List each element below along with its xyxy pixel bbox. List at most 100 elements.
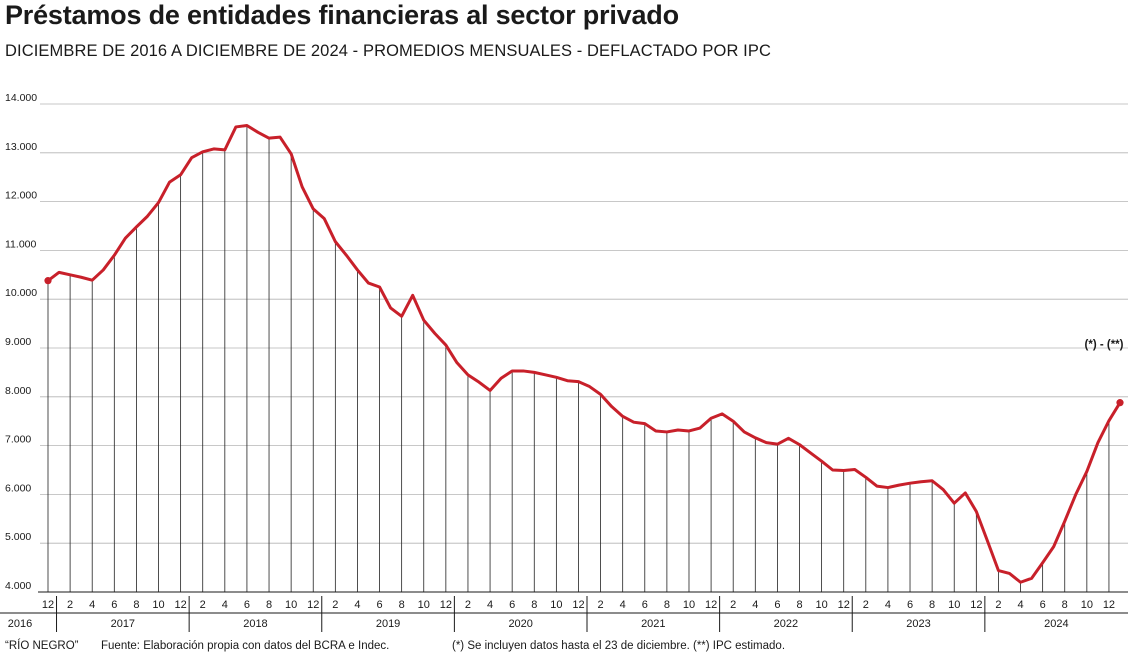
data-point bbox=[58, 271, 60, 273]
data-point bbox=[1086, 470, 1088, 472]
x-tick-label: 6 bbox=[509, 599, 515, 611]
notes-label: (*) Se incluyen datos hasta el 23 de dic… bbox=[452, 640, 786, 652]
data-point bbox=[445, 344, 447, 346]
x-tick-label: 8 bbox=[1062, 599, 1068, 611]
x-tick-label: 12 bbox=[970, 599, 982, 611]
data-point bbox=[522, 370, 524, 372]
data-point bbox=[1052, 545, 1054, 547]
annotation-label: (*) - (**) bbox=[1085, 339, 1124, 351]
data-point bbox=[931, 480, 933, 482]
data-point bbox=[1097, 441, 1099, 443]
x-tick-label: 2 bbox=[863, 599, 869, 611]
data-point bbox=[1030, 577, 1032, 579]
x-tick-label: 4 bbox=[1017, 599, 1023, 611]
data-point bbox=[677, 429, 679, 431]
data-point bbox=[456, 361, 458, 363]
data-point bbox=[887, 486, 889, 488]
data-point bbox=[213, 148, 215, 150]
x-tick-label: 12 bbox=[42, 599, 54, 611]
data-point bbox=[599, 393, 601, 395]
x-year-label: 2021 bbox=[641, 618, 665, 630]
data-point bbox=[1108, 420, 1110, 422]
data-point bbox=[345, 254, 347, 256]
y-axis-tick-labels: 4.000 5.000 6.000 7.000 8.000 9.000 10.000 11.0… bbox=[5, 92, 37, 592]
y-tick-label: 13.000 bbox=[5, 141, 37, 153]
data-point bbox=[224, 149, 226, 151]
x-year-label: 2017 bbox=[111, 618, 135, 630]
data-point bbox=[168, 181, 170, 183]
data-point bbox=[798, 443, 800, 445]
data-point bbox=[621, 415, 623, 417]
data-point bbox=[953, 502, 955, 504]
data-point bbox=[323, 217, 325, 219]
data-point bbox=[776, 443, 778, 445]
y-tick-label: 9.000 bbox=[5, 336, 31, 348]
data-point bbox=[378, 286, 380, 288]
data-point bbox=[124, 237, 126, 239]
x-tick-label: 8 bbox=[399, 599, 405, 611]
data-point bbox=[666, 431, 668, 433]
annotations: (*) - (**) bbox=[1085, 339, 1124, 351]
y-tick-label: 8.000 bbox=[5, 385, 31, 397]
data-point bbox=[854, 468, 856, 470]
series-path bbox=[46, 123, 1122, 584]
data-point bbox=[710, 417, 712, 419]
credit-label: “RÍO NEGRO” bbox=[5, 640, 79, 652]
x-year-label: 2023 bbox=[906, 618, 930, 630]
data-point bbox=[898, 484, 900, 486]
x-tick-label: 2 bbox=[200, 599, 206, 611]
data-point bbox=[500, 377, 502, 379]
data-point bbox=[588, 385, 590, 387]
data-point bbox=[986, 540, 988, 542]
x-year-label: 2018 bbox=[243, 618, 267, 630]
data-point bbox=[743, 431, 745, 433]
data-point bbox=[434, 332, 436, 334]
x-tick-label: 8 bbox=[796, 599, 802, 611]
data-point bbox=[1041, 562, 1043, 564]
data-point bbox=[754, 437, 756, 439]
data-point bbox=[544, 374, 546, 376]
data-point bbox=[644, 422, 646, 424]
data-point bbox=[865, 476, 867, 478]
data-points bbox=[44, 126, 1124, 579]
data-point bbox=[843, 469, 845, 471]
x-tick-label: 12 bbox=[307, 599, 319, 611]
x-tick-label: 4 bbox=[487, 599, 493, 611]
x-tick-label: 6 bbox=[642, 599, 648, 611]
data-point bbox=[920, 481, 922, 483]
data-point bbox=[787, 437, 789, 439]
data-point bbox=[102, 269, 104, 271]
data-point bbox=[423, 319, 425, 321]
x-tick-label: 10 bbox=[550, 599, 562, 611]
drop-lines bbox=[47, 125, 1110, 592]
data-point bbox=[655, 430, 657, 432]
x-tick-label: 12 bbox=[838, 599, 850, 611]
data-point bbox=[688, 430, 690, 432]
x-tick-label: 2 bbox=[995, 599, 1001, 611]
y-tick-label: 14.000 bbox=[5, 92, 37, 104]
x-year-label: 2019 bbox=[376, 618, 400, 630]
x-axis: 12 2 4 6 8 10 12 2 4 6 8 10 12 2 4 6 8 10 12 2 4 6 8 10 12 2 4 6 8 10… bbox=[0, 591, 1128, 632]
data-point bbox=[179, 174, 181, 176]
data-point bbox=[135, 226, 137, 228]
x-tick-label: 2 bbox=[730, 599, 736, 611]
x-tick-label: 6 bbox=[244, 599, 250, 611]
x-tick-label: 10 bbox=[1081, 599, 1093, 611]
x-tick-label: 4 bbox=[222, 599, 228, 611]
x-tick-label: 10 bbox=[948, 599, 960, 611]
data-point bbox=[367, 282, 369, 284]
data-point bbox=[975, 510, 977, 512]
x-tick-label: 10 bbox=[152, 599, 164, 611]
data-point bbox=[577, 380, 579, 382]
x-year-label: 2024 bbox=[1044, 618, 1068, 630]
data-point bbox=[113, 254, 115, 256]
data-point bbox=[964, 492, 966, 494]
x-tick-label: 2 bbox=[465, 599, 471, 611]
endpoint-marker bbox=[44, 277, 52, 285]
data-point bbox=[91, 279, 93, 281]
data-point bbox=[235, 126, 237, 128]
data-point bbox=[301, 186, 303, 188]
data-point bbox=[69, 274, 71, 276]
data-point bbox=[412, 294, 414, 296]
